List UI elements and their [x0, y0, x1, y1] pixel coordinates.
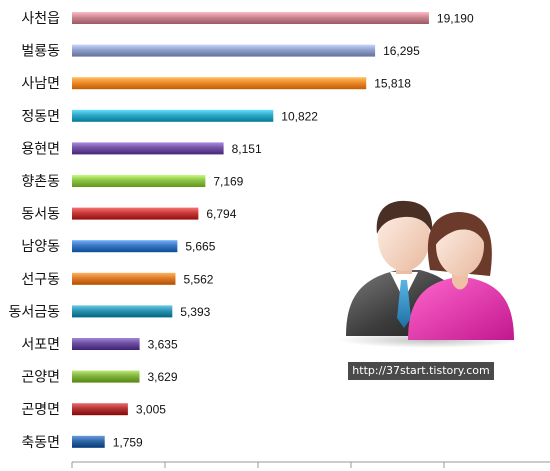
bar-10 — [72, 305, 173, 318]
bar-1 — [72, 12, 429, 24]
category-label: 동서동 — [21, 207, 60, 223]
value-label: 16,295 — [383, 44, 420, 58]
bars-group — [72, 12, 429, 448]
category-label: 곤명면 — [21, 402, 60, 418]
bar-11 — [72, 338, 140, 350]
category-label: 벌룡동 — [21, 44, 60, 60]
category-label: 곤양면 — [21, 370, 60, 386]
category-label: 용현면 — [21, 141, 60, 157]
value-label: 8,151 — [232, 142, 262, 156]
bar-12 — [72, 370, 140, 383]
value-label: 10,822 — [281, 109, 318, 123]
category-label: 동서금동 — [8, 304, 60, 320]
x-axis — [71, 461, 550, 468]
bar-6 — [72, 175, 206, 187]
value-label: 6,794 — [206, 207, 236, 221]
category-label: 향촌동 — [21, 174, 60, 190]
bar-3 — [72, 77, 367, 90]
bar-8 — [72, 240, 178, 253]
category-labels: 사천읍벌룡동사남면정동면용현면향촌동동서동남양동선구동동서금동서포면곤양면곤명면… — [8, 11, 60, 451]
category-label: 축동면 — [21, 435, 60, 451]
value-label: 15,818 — [374, 77, 411, 91]
value-label: 3,629 — [147, 370, 177, 384]
bar-7 — [72, 207, 199, 220]
value-label: 5,665 — [185, 240, 215, 254]
bar-13 — [72, 403, 128, 416]
value-label: 5,562 — [183, 272, 213, 286]
value-label: 7,169 — [213, 175, 243, 189]
bar-5 — [72, 142, 224, 155]
bar-14 — [72, 435, 105, 448]
bar-4 — [72, 109, 274, 122]
value-label: 1,759 — [113, 435, 143, 449]
watermark-url: http://37start.tistory.com — [348, 362, 494, 380]
category-label: 사천읍 — [21, 11, 60, 27]
value-label: 19,190 — [437, 12, 474, 26]
value-label: 3,005 — [136, 403, 166, 417]
category-label: 서포면 — [21, 337, 60, 353]
bar-9 — [72, 272, 176, 285]
category-label: 남양동 — [21, 239, 60, 255]
bar-2 — [72, 44, 376, 57]
category-label: 선구동 — [21, 272, 60, 288]
category-label: 사남면 — [21, 76, 60, 92]
value-label: 5,393 — [180, 305, 210, 319]
people-icon — [338, 200, 522, 348]
value-label: 3,635 — [148, 338, 178, 352]
value-labels: 19,190 16,295 15,818 10,822 8,151 7,169 6,794 5… — [113, 12, 474, 450]
category-label: 정동면 — [21, 109, 60, 125]
